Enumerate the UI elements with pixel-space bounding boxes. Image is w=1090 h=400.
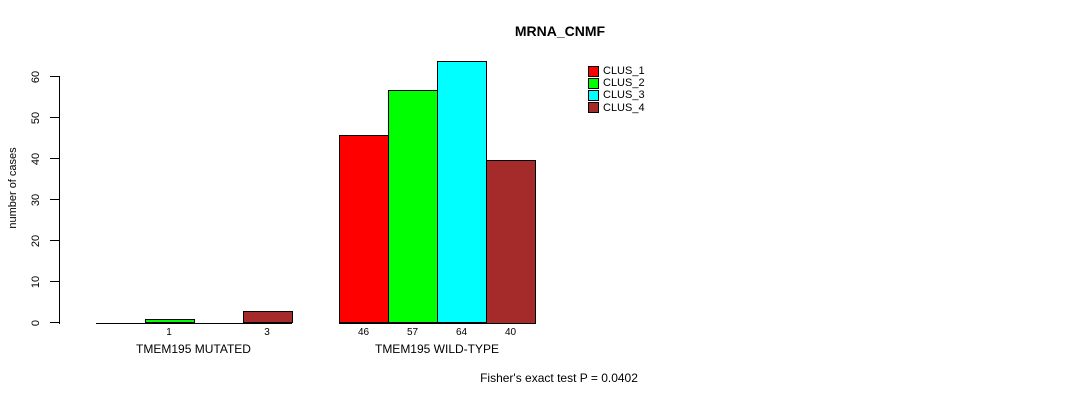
legend-row-clus_2: CLUS_2 xyxy=(588,77,645,89)
y-axis-tick xyxy=(50,117,60,118)
y-axis-tick xyxy=(50,76,60,77)
x-group-label: TMEM195 WILD-TYPE xyxy=(374,342,500,356)
legend-swatch-icon xyxy=(588,102,599,114)
y-tick-label: 40 xyxy=(30,152,42,165)
legend-label: CLUS_1 xyxy=(603,65,645,78)
y-tick-label: 60 xyxy=(30,70,42,83)
y-axis-tick xyxy=(50,158,60,159)
bar-clus_2-wildtype xyxy=(388,89,438,324)
y-tick-label: 10 xyxy=(30,275,42,288)
legend-row-clus_1: CLUS_1 xyxy=(588,65,645,77)
legend-label: CLUS_2 xyxy=(603,77,645,90)
legend-label: CLUS_4 xyxy=(603,101,645,114)
chart-title: MRNA_CNMF xyxy=(514,23,606,39)
y-tick-label: 30 xyxy=(30,193,42,206)
y-tick-label: 0 xyxy=(30,319,42,326)
pvalue-annotation: Fisher's exact test P = 0.0402 xyxy=(480,371,638,385)
bar-value-label: 3 xyxy=(264,327,270,338)
bar-value-label: 46 xyxy=(357,327,370,338)
legend-row-clus_3: CLUS_3 xyxy=(588,89,645,101)
y-axis-tick xyxy=(50,240,60,241)
bar-clus_4-wildtype xyxy=(486,159,536,324)
x-group-label: TMEM195 MUTATED xyxy=(136,342,251,356)
legend-swatch-icon xyxy=(588,65,599,77)
y-axis-tick xyxy=(50,199,60,200)
legend-label: CLUS_3 xyxy=(603,89,645,102)
legend: CLUS_1 CLUS_2 CLUS_3 CLUS_4 xyxy=(588,65,645,114)
y-axis-tick xyxy=(50,322,60,323)
y-axis-line xyxy=(59,76,60,324)
bar-clus_4-mutated xyxy=(242,311,293,324)
y-tick-label: 20 xyxy=(30,234,42,247)
legend-swatch-icon xyxy=(588,89,599,101)
bar-clus_1-wildtype xyxy=(339,134,389,324)
bar-clus_2-mutated xyxy=(144,319,195,324)
bar-value-label: 40 xyxy=(504,327,517,338)
legend-row-clus_4: CLUS_4 xyxy=(588,102,645,114)
y-tick-label: 50 xyxy=(30,111,42,124)
legend-swatch-icon xyxy=(588,77,599,89)
bar-clus_3-wildtype xyxy=(437,61,487,324)
bar-value-label: 64 xyxy=(455,327,468,338)
y-axis-label: number of cases xyxy=(7,147,19,229)
bar-value-label: 57 xyxy=(406,327,419,338)
y-axis-tick xyxy=(50,281,60,282)
bar-value-label: 1 xyxy=(166,327,172,338)
